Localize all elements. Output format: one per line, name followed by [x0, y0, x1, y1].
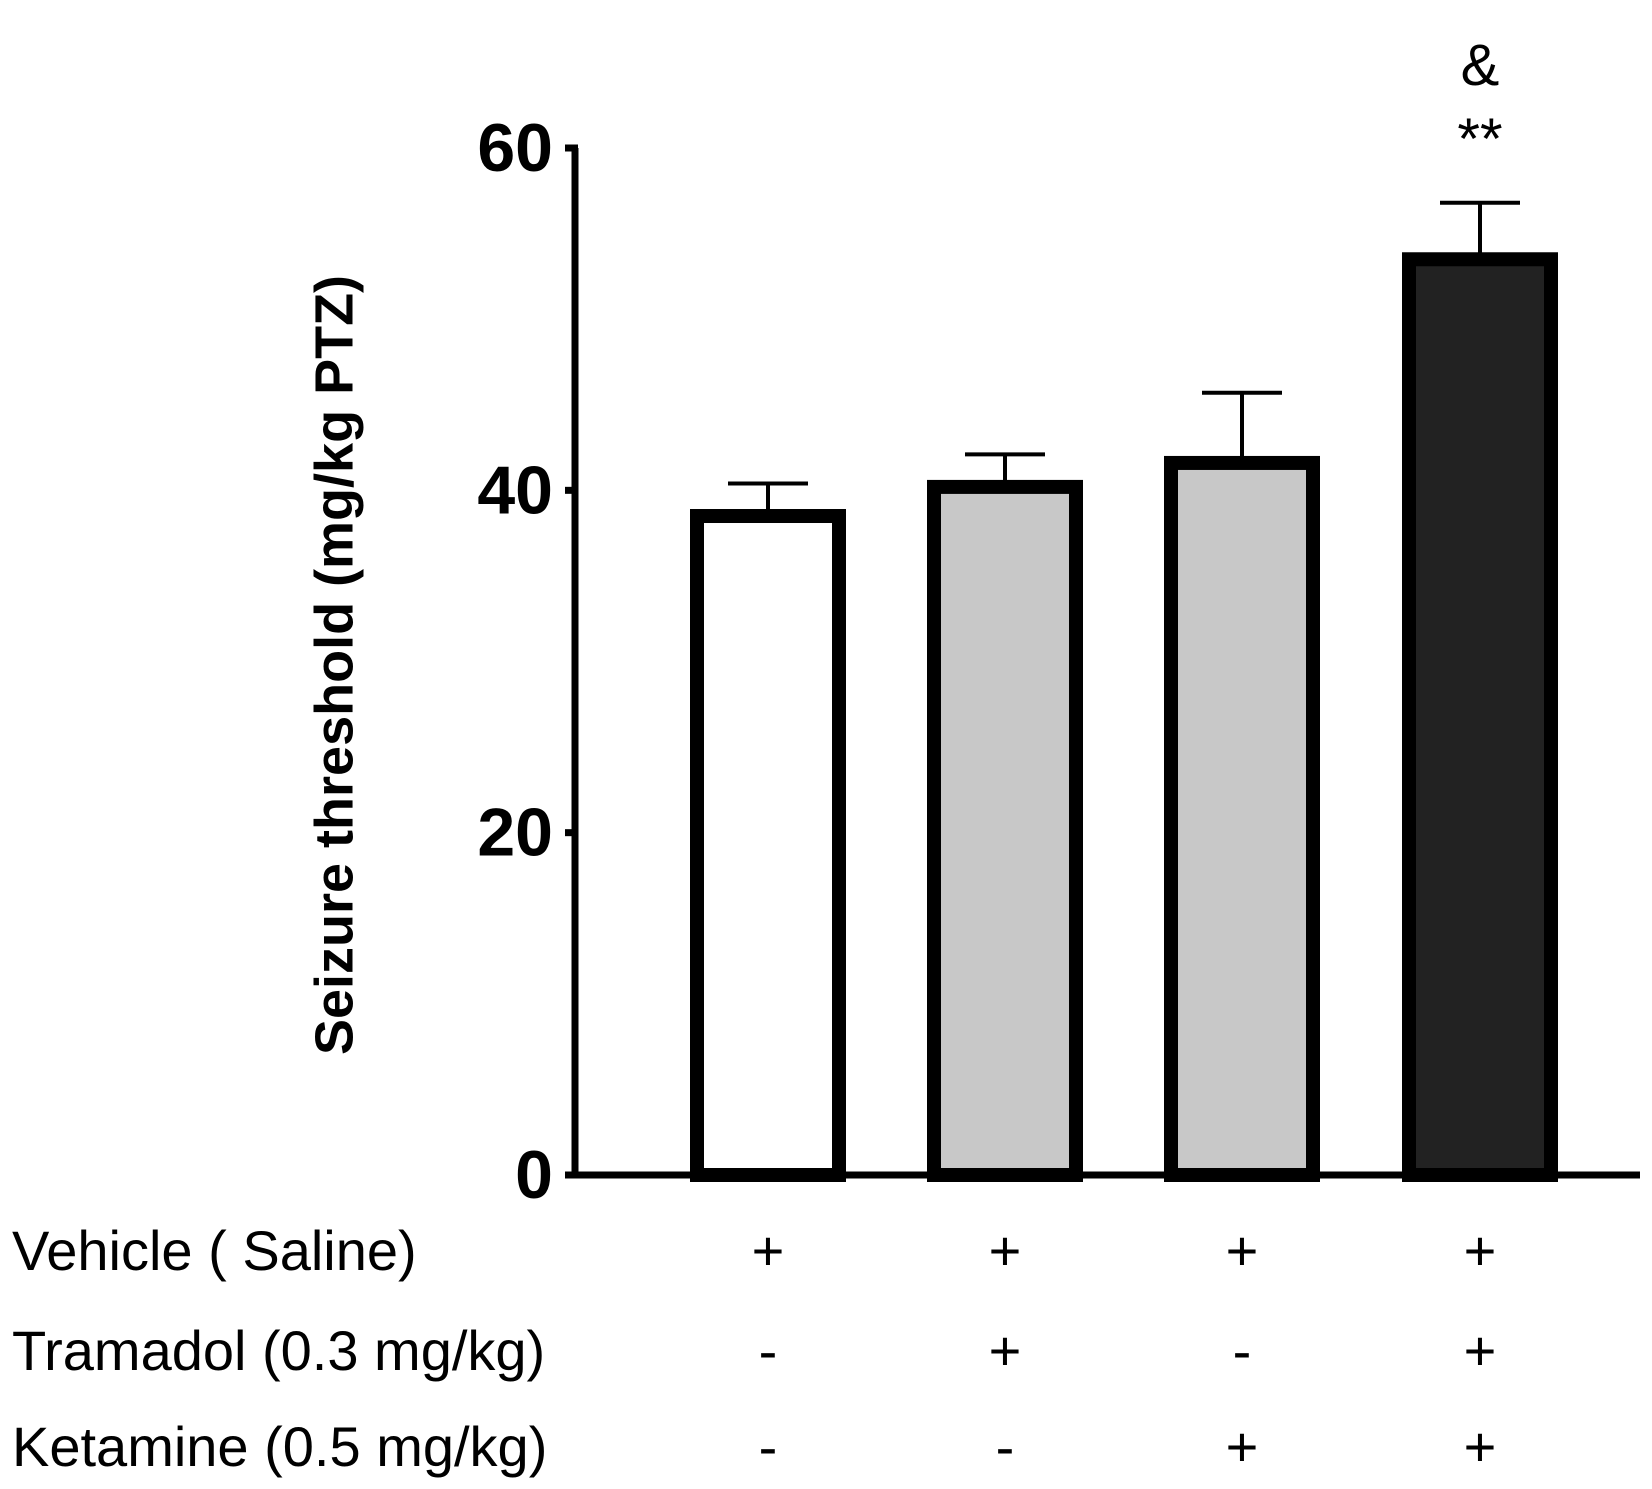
treatment-sign-1-1: +	[752, 1219, 785, 1282]
y-tick-label-20: 20	[477, 795, 553, 871]
y-axis-label: Seizure threshold (mg/kg PTZ)	[304, 275, 364, 1055]
treatment-sign-1-4: +	[1464, 1219, 1497, 1282]
error-bars	[728, 200, 1520, 517]
treatment-row-label-3: Ketamine (0.5 mg/kg)	[12, 1415, 547, 1478]
bar-4	[1402, 252, 1558, 1182]
treatment-sign-2-1: -	[759, 1319, 778, 1382]
treatment-table: Vehicle ( Saline) + + + + Tramadol (0.3 mg/kg…	[12, 1219, 1496, 1478]
treatment-row-label-1: Vehicle ( Saline)	[12, 1219, 417, 1282]
treatment-sign-2-2: +	[989, 1319, 1022, 1382]
treatment-sign-1-2: +	[989, 1219, 1022, 1282]
bar-1	[690, 509, 846, 1182]
treatment-row-label-2: Tramadol (0.3 mg/kg)	[12, 1319, 545, 1382]
bars	[690, 252, 1558, 1183]
annotation-0-1: **	[1457, 107, 1502, 172]
treatment-sign-3-4: +	[1464, 1415, 1497, 1478]
y-ticks: 0 20 40 60	[477, 110, 578, 1213]
y-tick-label-0: 0	[515, 1137, 553, 1213]
y-tick-label-40: 40	[477, 452, 553, 528]
treatment-sign-3-2: -	[996, 1415, 1015, 1478]
bar-3	[1164, 455, 1320, 1182]
annotation-0-0: &	[1461, 33, 1500, 98]
treatment-sign-1-3: +	[1226, 1219, 1259, 1282]
treatment-sign-2-3: -	[1233, 1319, 1252, 1382]
bar-2	[927, 479, 1083, 1183]
treatment-sign-3-1: -	[759, 1415, 778, 1478]
y-tick-label-60: 60	[477, 110, 553, 186]
treatment-sign-3-3: +	[1226, 1415, 1259, 1478]
significance-annotations: & **	[1457, 33, 1502, 172]
treatment-sign-2-4: +	[1464, 1319, 1497, 1382]
